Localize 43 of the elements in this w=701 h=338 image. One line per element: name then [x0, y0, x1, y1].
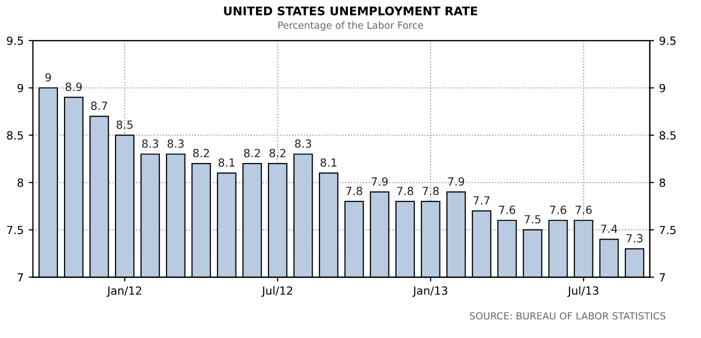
x-tick-label: Jan/12 [106, 286, 142, 297]
data-label: 8.3 [142, 139, 158, 148]
y-tick-label: 7 [18, 273, 23, 282]
y-tick-label: 7.5 [7, 226, 23, 234]
y2-tick-label: 8.5 [660, 131, 676, 140]
data-label: 7.9 [448, 177, 464, 186]
data-label: 7.9 [372, 177, 388, 186]
data-label: 9 [45, 73, 51, 82]
y2-tick-label: 7.5 [660, 226, 676, 234]
chart-subtitle: Percentage of the Labor Force [278, 21, 424, 31]
x-tick-label: Jul/13 [567, 286, 598, 297]
data-label: 8.3 [295, 139, 312, 148]
data-label: 8.2 [244, 148, 260, 158]
x-tick-label: Jul/12 [261, 286, 292, 297]
data-label: 7.4 [601, 224, 618, 233]
data-label: 8.1 [218, 158, 234, 167]
y2-tick-label: 9 [660, 84, 666, 92]
data-label: 8.7 [91, 102, 108, 110]
y2-tick-label: 8 [660, 178, 666, 187]
y-tick-label: 9 [18, 84, 24, 92]
y2-tick-label: 7 [660, 273, 665, 282]
source-note: SOURCE: BUREAU OF LABOR STATISTICS [470, 312, 666, 320]
data-label: 7.6 [499, 206, 516, 214]
data-label: 8.2 [270, 148, 286, 158]
x-tick-label: Jan/13 [412, 286, 448, 297]
data-label: 8.1 [320, 158, 336, 167]
data-label: 7.8 [397, 186, 414, 196]
data-label: 7.6 [550, 206, 566, 214]
y2-tick-label: 9.5 [660, 36, 676, 45]
data-label: 8.9 [66, 82, 82, 92]
data-label: 8.5 [116, 120, 133, 129]
y-tick-label: 8 [18, 178, 24, 187]
data-label: 7.6 [576, 206, 592, 214]
data-label: 7.5 [524, 215, 540, 224]
chart-title: UNITED STATES UNEMPLOYMENT RATE [224, 6, 478, 16]
y-tick-label: 8.5 [7, 131, 23, 140]
data-label: 8.2 [193, 148, 209, 158]
y-tick-label: 9.5 [6, 36, 23, 45]
data-label: 8.3 [168, 139, 184, 148]
data-label: 7.3 [626, 234, 642, 242]
data-label: 7.7 [474, 196, 490, 204]
data-label: 7.8 [422, 186, 439, 196]
data-label: 7.8 [346, 186, 362, 196]
